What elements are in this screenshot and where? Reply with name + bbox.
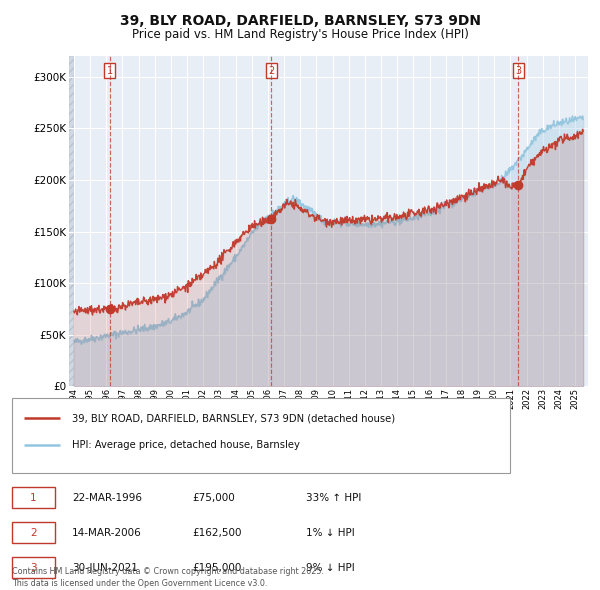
Text: 14-MAR-2006: 14-MAR-2006 [72, 527, 142, 537]
Text: 39, BLY ROAD, DARFIELD, BARNSLEY, S73 9DN (detached house): 39, BLY ROAD, DARFIELD, BARNSLEY, S73 9D… [72, 413, 395, 423]
Text: £75,000: £75,000 [192, 493, 235, 503]
Text: 2: 2 [30, 527, 37, 537]
Bar [12, 557, 55, 578]
Text: Contains HM Land Registry data © Crown copyright and database right 2025.
This d: Contains HM Land Registry data © Crown c… [12, 567, 324, 588]
Text: 22-MAR-1996: 22-MAR-1996 [72, 493, 142, 503]
Text: 1% ↓ HPI: 1% ↓ HPI [306, 527, 355, 537]
Text: 3: 3 [30, 563, 37, 573]
Text: 9% ↓ HPI: 9% ↓ HPI [306, 563, 355, 573]
Text: 1: 1 [107, 66, 113, 76]
Text: £195,000: £195,000 [192, 563, 241, 573]
Text: 1: 1 [30, 493, 37, 503]
Text: HPI: Average price, detached house, Barnsley: HPI: Average price, detached house, Barn… [72, 441, 300, 450]
Bar [12, 398, 510, 473]
Text: Price paid vs. HM Land Registry's House Price Index (HPI): Price paid vs. HM Land Registry's House … [131, 28, 469, 41]
Bar [12, 487, 55, 508]
Text: 30-JUN-2021: 30-JUN-2021 [72, 563, 138, 573]
Bar [12, 522, 55, 543]
Bar [69, 56, 74, 386]
Text: 33% ↑ HPI: 33% ↑ HPI [306, 493, 361, 503]
Text: 39, BLY ROAD, DARFIELD, BARNSLEY, S73 9DN: 39, BLY ROAD, DARFIELD, BARNSLEY, S73 9D… [119, 14, 481, 28]
Text: £162,500: £162,500 [192, 527, 241, 537]
Text: 2: 2 [268, 66, 274, 76]
Text: 3: 3 [515, 66, 521, 76]
